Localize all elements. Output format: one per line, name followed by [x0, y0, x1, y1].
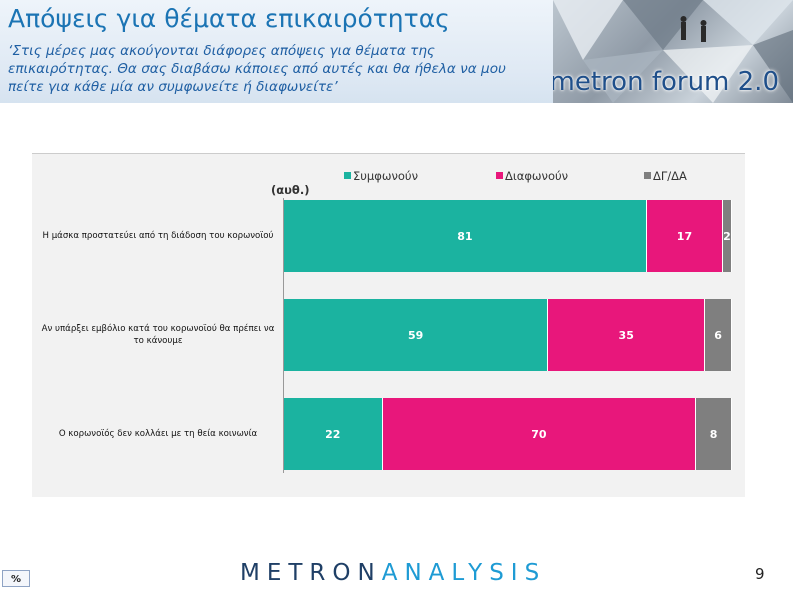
- slide-title: Απόψεις για θέματα επικαιρότητας: [8, 4, 450, 33]
- banner-pattern: [553, 0, 793, 103]
- legend-swatch: [496, 172, 503, 179]
- category-label: Αν υπάρξει εμβόλιο κατά του κορωνοϊού θα…: [41, 324, 275, 346]
- legend-label: Συμφωνούν: [353, 169, 418, 183]
- brand-part-2: ANALYSIS: [381, 560, 547, 586]
- legend-swatch: [344, 172, 351, 179]
- brand-part-1: METRON: [240, 560, 382, 586]
- percent-badge: %: [2, 570, 30, 587]
- category-axis-line: [283, 198, 284, 473]
- legend-label: ΔΓ/ΔΑ: [653, 169, 687, 183]
- bar-segment: 17: [646, 200, 724, 272]
- unit-label: (αυθ.): [271, 183, 310, 197]
- slide-subtitle: ‘Στις μέρες μας ακούγονται διάφορες απόψ…: [8, 43, 506, 95]
- bar-segment: 81: [284, 200, 647, 272]
- legend-label: Διαφωνούν: [505, 169, 569, 183]
- page-number: 9: [755, 565, 765, 583]
- legend-item-1: Συμφωνούν: [344, 169, 418, 183]
- bar-segment: 8: [696, 398, 732, 470]
- banner-image: metron forum 2.0: [553, 0, 793, 103]
- bar-segment: 22: [284, 398, 383, 470]
- category-label: Ο κορωνοϊός δεν κολλάει με τη θεία κοινω…: [58, 429, 258, 439]
- bar-segment: 35: [548, 299, 706, 371]
- bar-segment: 6: [705, 299, 732, 371]
- slide-header: Απόψεις για θέματα επικαιρότητας ‘Στις μ…: [0, 0, 793, 103]
- bar-segment: 59: [284, 299, 549, 371]
- bar-segment: 70: [382, 398, 697, 470]
- bar-segment: 2: [723, 200, 732, 272]
- category-label: Η μάσκα προστατεύει από τη διάδοση του κ…: [42, 231, 274, 241]
- legend-swatch: [644, 172, 651, 179]
- legend-item-3: ΔΓ/ΔΑ: [644, 169, 687, 183]
- metron-analysis-logo: METRONANALYSIS: [240, 560, 546, 586]
- metron-forum-logo: metron forum 2.0: [553, 67, 779, 97]
- legend-item-2: Διαφωνούν: [496, 169, 568, 183]
